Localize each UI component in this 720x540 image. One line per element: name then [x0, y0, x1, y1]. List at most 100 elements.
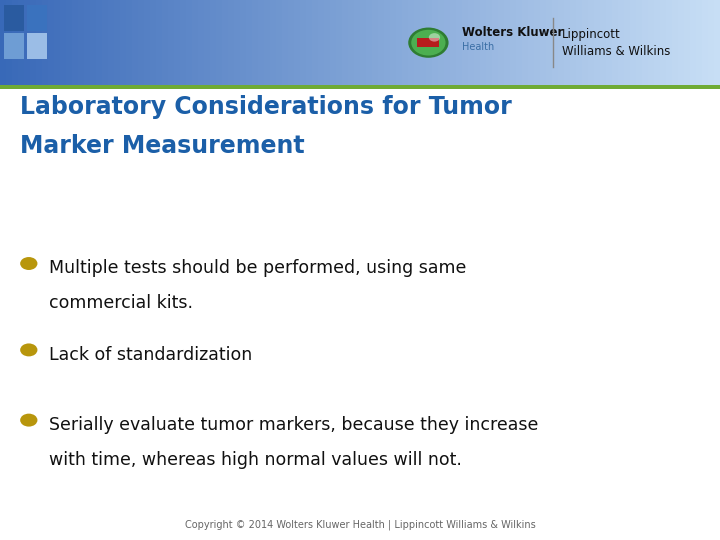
- Bar: [18, 0, 25, 85]
- Bar: [528, 0, 536, 85]
- Bar: [456, 0, 464, 85]
- Bar: [300, 0, 307, 85]
- Bar: [702, 0, 709, 85]
- Bar: [444, 0, 451, 85]
- Bar: [54, 0, 61, 85]
- Text: Copyright © 2014 Wolters Kluwer Health | Lippincott Williams & Wilkins: Copyright © 2014 Wolters Kluwer Health |…: [184, 520, 536, 530]
- Bar: [612, 0, 619, 85]
- Bar: [690, 0, 698, 85]
- Bar: [0, 85, 720, 89]
- Text: Laboratory Considerations for Tumor: Laboratory Considerations for Tumor: [20, 95, 512, 119]
- Bar: [492, 0, 500, 85]
- Bar: [186, 0, 194, 85]
- Circle shape: [429, 33, 440, 42]
- Bar: [618, 0, 626, 85]
- Bar: [498, 0, 505, 85]
- Bar: [240, 0, 248, 85]
- Circle shape: [408, 28, 449, 58]
- Bar: [414, 0, 421, 85]
- Bar: [102, 0, 109, 85]
- Bar: [402, 0, 410, 85]
- Bar: [294, 0, 302, 85]
- Bar: [276, 0, 284, 85]
- Bar: [336, 0, 343, 85]
- Text: Multiple tests should be performed, using same: Multiple tests should be performed, usin…: [49, 259, 467, 277]
- Bar: [6, 0, 14, 85]
- Bar: [418, 38, 439, 47]
- Bar: [636, 0, 644, 85]
- Bar: [474, 0, 482, 85]
- Circle shape: [411, 30, 446, 56]
- Bar: [138, 0, 145, 85]
- Bar: [654, 0, 662, 85]
- Bar: [324, 0, 331, 85]
- Bar: [486, 0, 493, 85]
- Circle shape: [20, 414, 37, 427]
- Text: Williams & Wilkins: Williams & Wilkins: [562, 45, 670, 58]
- Bar: [246, 0, 253, 85]
- Bar: [114, 0, 122, 85]
- Bar: [366, 0, 374, 85]
- Bar: [480, 0, 487, 85]
- Bar: [174, 0, 181, 85]
- Bar: [420, 0, 428, 85]
- Bar: [192, 0, 199, 85]
- Bar: [96, 0, 104, 85]
- Bar: [36, 0, 43, 85]
- Text: with time, whereas high normal values will not.: with time, whereas high normal values wi…: [49, 451, 462, 469]
- Bar: [570, 0, 577, 85]
- Bar: [4, 5, 24, 31]
- Bar: [270, 0, 277, 85]
- Bar: [438, 0, 446, 85]
- Bar: [642, 0, 649, 85]
- Bar: [312, 0, 320, 85]
- Bar: [27, 33, 47, 59]
- Bar: [4, 33, 24, 59]
- Bar: [666, 0, 673, 85]
- Bar: [84, 0, 91, 85]
- Bar: [606, 0, 613, 85]
- Text: Marker Measurement: Marker Measurement: [20, 134, 305, 158]
- Bar: [198, 0, 205, 85]
- Bar: [78, 0, 86, 85]
- Text: commercial kits.: commercial kits.: [49, 294, 193, 312]
- Bar: [258, 0, 266, 85]
- Bar: [228, 0, 235, 85]
- Bar: [576, 0, 583, 85]
- Bar: [126, 0, 133, 85]
- Bar: [684, 0, 691, 85]
- Bar: [714, 0, 720, 85]
- Bar: [204, 0, 212, 85]
- Bar: [180, 0, 187, 85]
- Bar: [510, 0, 518, 85]
- Bar: [72, 0, 79, 85]
- Bar: [660, 0, 667, 85]
- Bar: [234, 0, 241, 85]
- Bar: [588, 0, 595, 85]
- Bar: [600, 0, 608, 85]
- Text: Lippincott: Lippincott: [562, 28, 621, 40]
- Bar: [288, 0, 295, 85]
- Bar: [468, 0, 475, 85]
- Bar: [534, 0, 541, 85]
- Bar: [372, 0, 379, 85]
- Bar: [108, 0, 115, 85]
- Bar: [360, 0, 367, 85]
- Bar: [306, 0, 313, 85]
- Bar: [672, 0, 680, 85]
- Bar: [426, 0, 433, 85]
- Bar: [342, 0, 349, 85]
- Bar: [168, 0, 176, 85]
- Bar: [450, 0, 457, 85]
- Bar: [162, 0, 169, 85]
- Circle shape: [20, 257, 37, 270]
- Bar: [48, 0, 55, 85]
- Bar: [354, 0, 361, 85]
- Bar: [348, 0, 356, 85]
- Bar: [264, 0, 271, 85]
- Bar: [708, 0, 716, 85]
- Bar: [378, 0, 385, 85]
- Text: Health: Health: [462, 42, 494, 52]
- Bar: [396, 0, 403, 85]
- Bar: [318, 0, 325, 85]
